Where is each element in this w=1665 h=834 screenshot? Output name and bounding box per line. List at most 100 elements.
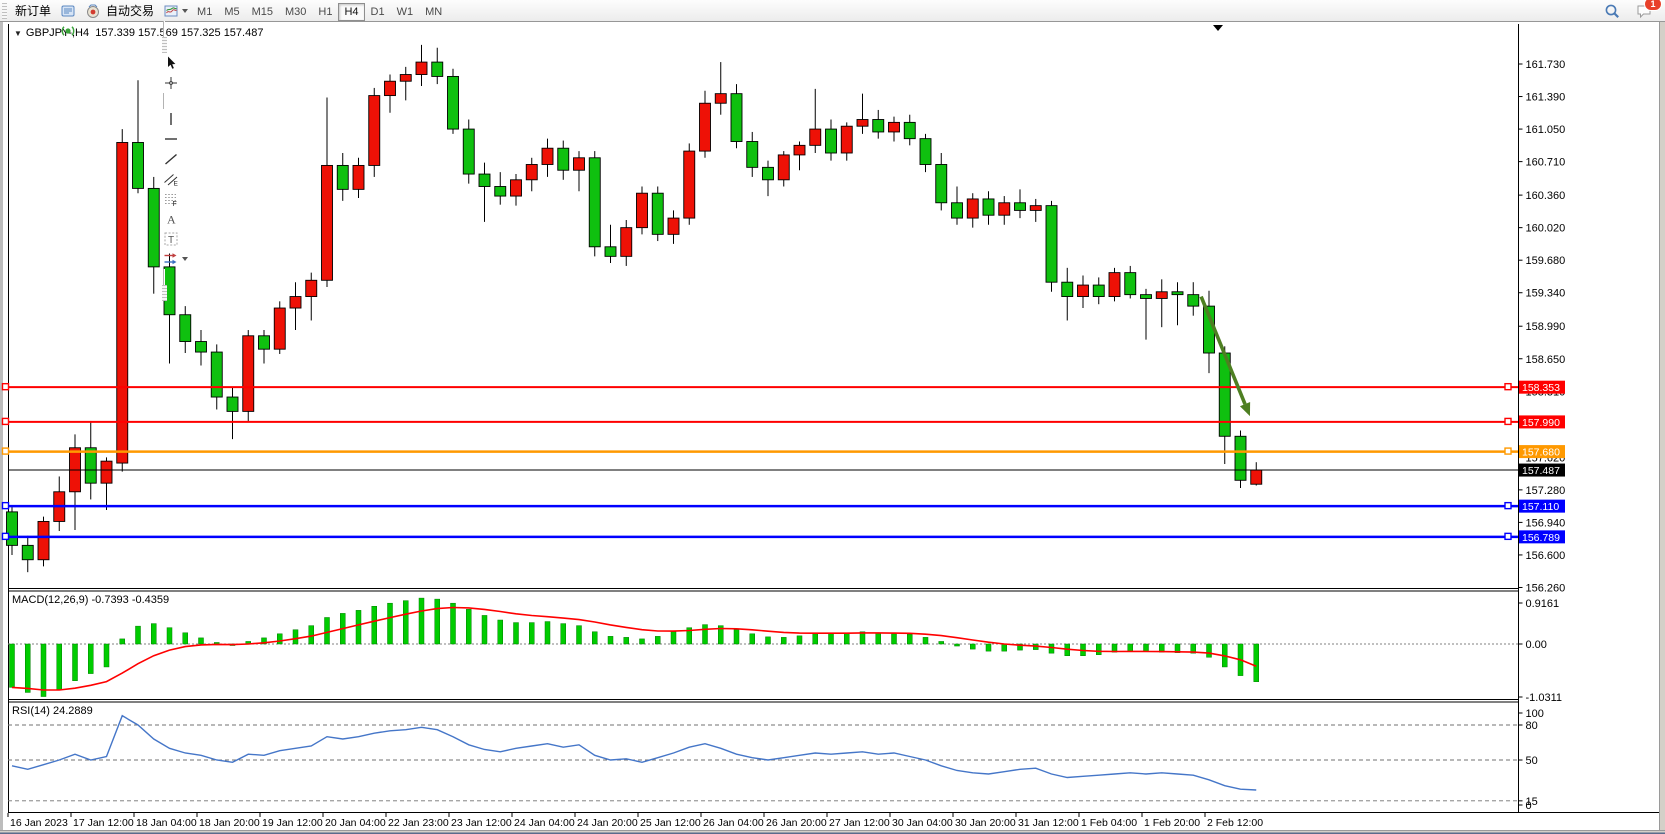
price-axis[interactable]: 161.730 161.390 161.050 160.710 160.360 160.0… xyxy=(1518,59,1566,594)
candle xyxy=(210,351,223,398)
sell-arrow[interactable] xyxy=(1199,295,1251,417)
timeframe-h1-button[interactable]: H1 xyxy=(318,5,333,18)
timeframe-d1-button[interactable]: D1 xyxy=(370,5,385,18)
candle xyxy=(667,217,680,235)
date-tick-label: 18 Jan 20:00 xyxy=(199,817,260,829)
trendline-icon[interactable] xyxy=(161,149,190,169)
candle xyxy=(998,202,1011,216)
autotrade-button[interactable]: 自动交易 xyxy=(80,1,159,21)
hline-156.789[interactable]: 156.789 xyxy=(1,530,1566,544)
notifications-button[interactable]: 1 xyxy=(1633,0,1662,21)
text-icon[interactable]: A xyxy=(161,209,190,229)
macd-bar xyxy=(859,631,866,645)
timeframe-m5-button[interactable]: M5 xyxy=(224,5,240,18)
dropdown-caret-icon[interactable] xyxy=(182,256,189,261)
equidistant-channel-icon[interactable]: E xyxy=(161,169,190,189)
dropdown-caret-icon[interactable] xyxy=(182,8,189,13)
macd-bar xyxy=(529,622,535,645)
chart-shift-marker[interactable] xyxy=(1213,25,1223,31)
candle xyxy=(856,119,869,127)
hline-157.487[interactable]: 157.487 xyxy=(8,463,1565,478)
svg-text:E: E xyxy=(174,180,179,187)
svg-text:15: 15 xyxy=(1526,796,1538,808)
horizontal-line-icon[interactable] xyxy=(161,129,190,149)
macd-bar xyxy=(655,636,661,645)
candle xyxy=(258,335,270,350)
candle xyxy=(935,164,948,204)
candle xyxy=(195,341,207,353)
candle xyxy=(762,166,774,181)
candle xyxy=(179,314,192,342)
macd-bar xyxy=(25,643,31,693)
symbol-dropdown-icon[interactable]: ▼ xyxy=(14,29,22,38)
toolbar-grip[interactable] xyxy=(162,284,168,301)
candle xyxy=(368,95,381,166)
text-label-icon[interactable]: T xyxy=(161,229,190,249)
vertical-line-icon[interactable] xyxy=(161,109,190,129)
fibonacci-icon[interactable]: F xyxy=(161,189,190,209)
macd-bar xyxy=(1017,643,1023,651)
candle xyxy=(84,447,97,484)
candle xyxy=(1140,294,1152,299)
search-icon[interactable] xyxy=(1602,1,1622,21)
candle xyxy=(1029,205,1042,211)
macd-bar xyxy=(1127,643,1133,652)
macd-bar xyxy=(466,609,472,645)
shapes-icon[interactable] xyxy=(161,249,190,269)
macd-bar xyxy=(403,600,409,645)
timeframe-w1-button[interactable]: W1 xyxy=(396,5,414,18)
candle xyxy=(305,279,318,298)
date-tick-label: 23 Jan 12:00 xyxy=(451,817,512,829)
timeframe-m1-button[interactable]: M1 xyxy=(197,5,213,18)
macd-bar xyxy=(765,636,771,645)
timeframe-mn-button[interactable]: MN xyxy=(425,5,443,18)
macd-bar xyxy=(434,598,440,645)
cursor-icon[interactable] xyxy=(161,53,190,73)
chart-title-ohlc: 157.339 157.569 157.325 157.487 xyxy=(95,27,264,39)
price-tick-label: 161.050 xyxy=(1526,124,1566,136)
macd-bar xyxy=(749,633,755,645)
crosshair-icon[interactable] xyxy=(161,73,190,93)
macd-bar xyxy=(1096,643,1102,655)
hline-157.990[interactable]: 157.990 xyxy=(1,415,1566,429)
toolbar-grip[interactable] xyxy=(2,2,7,19)
macd-bar xyxy=(544,621,551,645)
candle xyxy=(903,121,916,140)
candle xyxy=(478,173,491,187)
hline-157.110[interactable]: 157.110 xyxy=(1,499,1566,514)
svg-text:158.353: 158.353 xyxy=(1522,382,1560,394)
new-order-label: 新订单 xyxy=(15,4,52,18)
new-order-button[interactable]: 新订单 xyxy=(11,1,56,21)
macd-bar xyxy=(560,623,566,645)
hline-158.353[interactable]: 158.353 xyxy=(1,380,1566,395)
notification-badge: 1 xyxy=(1644,0,1662,11)
svg-text:0: 0 xyxy=(1526,800,1532,812)
candle xyxy=(289,296,302,309)
macd-bar xyxy=(781,637,787,645)
macd-bar xyxy=(1048,643,1055,654)
signals-icon[interactable] xyxy=(58,21,78,41)
market-news-icon[interactable] xyxy=(58,1,78,21)
hline-157.680[interactable]: 157.680 xyxy=(1,445,1566,459)
candle xyxy=(888,121,900,133)
macd-bar xyxy=(639,638,645,645)
template-icon[interactable] xyxy=(161,1,190,21)
candle xyxy=(730,93,743,142)
timeframe-h4-button[interactable]: H4 xyxy=(338,2,365,21)
macd-bar xyxy=(922,637,929,645)
macd-bar xyxy=(623,637,629,645)
candle xyxy=(399,74,412,82)
candle xyxy=(1187,294,1200,307)
timeframe-m30-button[interactable]: M30 xyxy=(285,5,307,18)
macd-bar xyxy=(891,633,897,645)
svg-text:-1.0311: -1.0311 xyxy=(1526,692,1563,704)
price-tick-label: 157.280 xyxy=(1526,485,1566,497)
time-axis[interactable]: 16 Jan 2023 17 Jan 12:00 18 Jan 04:00 18 Ja… xyxy=(7,813,1263,829)
timeframe-m15-button[interactable]: M15 xyxy=(251,5,273,18)
macd-bar xyxy=(670,631,677,645)
date-tick-label: 30 Jan 04:00 xyxy=(892,817,953,829)
toolbar-grip[interactable] xyxy=(162,36,168,53)
